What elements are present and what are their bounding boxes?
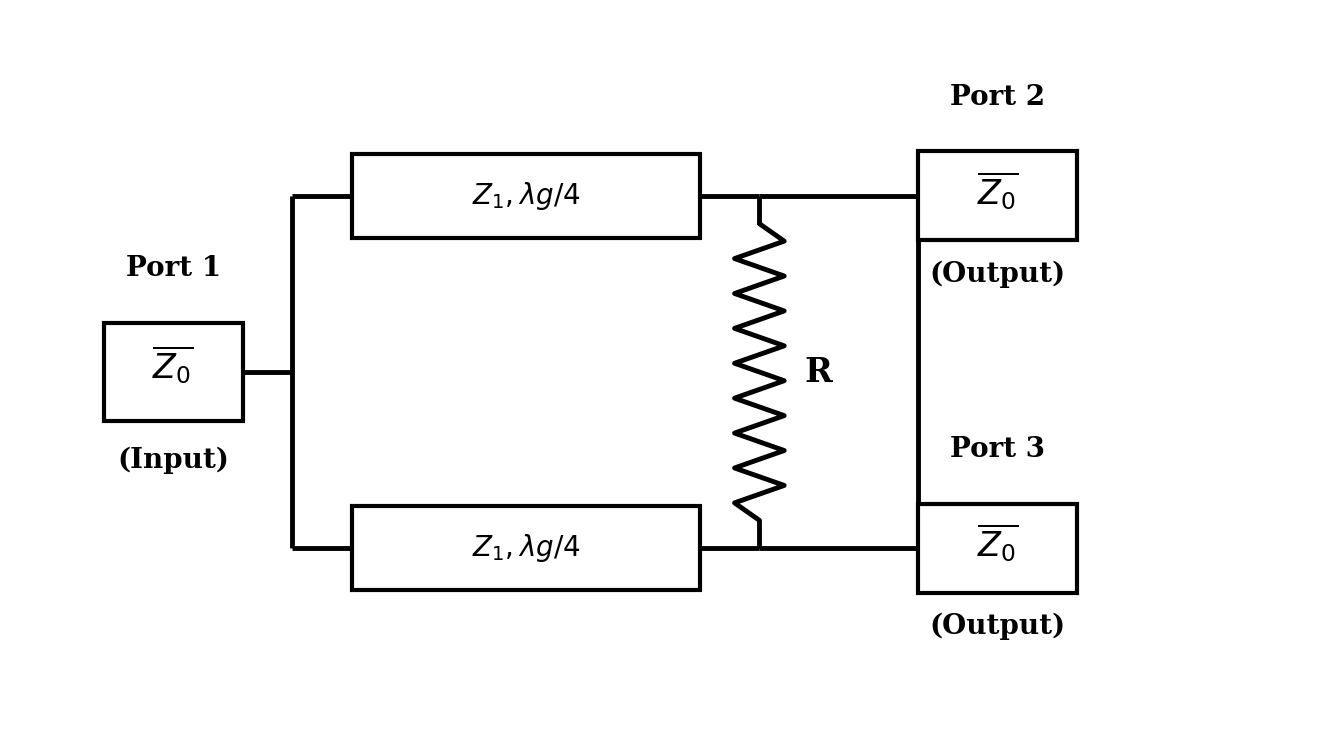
- Text: Port 3: Port 3: [951, 436, 1046, 463]
- Text: $Z_1, \lambda g/4$: $Z_1, \lambda g/4$: [471, 180, 580, 212]
- Text: R: R: [804, 356, 831, 388]
- FancyBboxPatch shape: [919, 152, 1078, 240]
- FancyBboxPatch shape: [352, 154, 700, 238]
- FancyBboxPatch shape: [352, 506, 700, 590]
- Text: $\overline{Z_0}$: $\overline{Z_0}$: [152, 344, 193, 386]
- Text: $\overline{Z_0}$: $\overline{Z_0}$: [977, 170, 1018, 212]
- Text: (Output): (Output): [929, 612, 1066, 640]
- FancyBboxPatch shape: [103, 323, 242, 421]
- Text: Port 2: Port 2: [951, 83, 1046, 111]
- Text: $Z_1, \lambda g/4$: $Z_1, \lambda g/4$: [471, 532, 580, 564]
- Text: (Output): (Output): [929, 260, 1066, 288]
- FancyBboxPatch shape: [919, 504, 1078, 592]
- Text: $\overline{Z_0}$: $\overline{Z_0}$: [977, 522, 1018, 565]
- Text: (Input): (Input): [117, 446, 229, 473]
- Text: Port 1: Port 1: [126, 254, 221, 282]
